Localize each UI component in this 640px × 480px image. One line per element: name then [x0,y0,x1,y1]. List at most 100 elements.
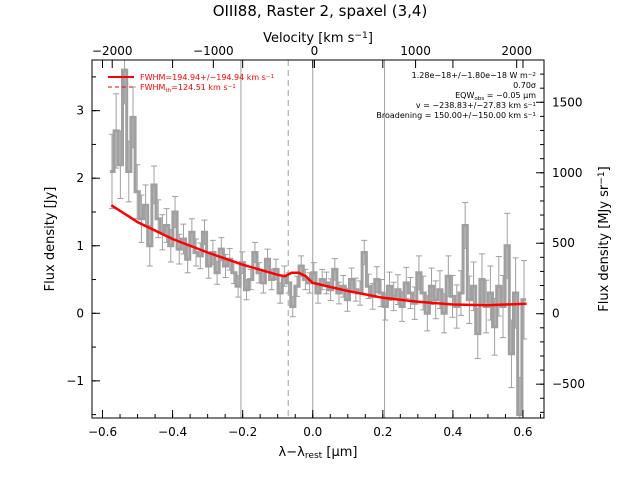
error-bar [117,130,124,199]
vertical-lines [240,60,386,418]
error-bar [193,238,200,267]
error-bar [272,258,279,281]
error-bar [336,281,343,305]
top-tick-label: −2000 [92,44,133,58]
legend-label: FWHM=194.94+/−194.94 km s−1 [140,73,275,82]
error-bar [457,270,464,316]
top-axis-label: Velocity [km s−1] [263,31,373,46]
error-bar [411,286,418,320]
y-axis-label: Flux density [Jy] [43,187,58,292]
x-tick-label: −0.4 [158,425,187,439]
error-bar [113,93,120,169]
error-bar [302,268,309,291]
error-bar [504,212,511,279]
right-tick-label: 500 [552,236,575,250]
error-bar [125,140,132,203]
error-bar [180,223,187,255]
error-bar [432,280,439,320]
error-bar [449,274,456,318]
error-bar [403,266,410,299]
error-bar [121,60,128,105]
top-tick-label: 2000 [501,44,532,58]
right-axis-label: Flux density [MJy sr−1] [597,166,612,312]
error-bar [151,165,158,205]
error-bar [373,266,380,293]
annotation-text: EQWobs = −0.05 μm [455,91,536,102]
error-bar [512,257,519,329]
error-bar [386,271,393,301]
legend: FWHM=194.94+/−194.94 km s−1FWHMth=124.51… [108,73,275,94]
annotation-text: v = −238.83+/−27.83 km s−1 [416,101,537,110]
axis-ticks: −0.6 −0.4 −0.2 0.0 0.2 0.4 0.6 −1 0 1 2 3 −2000 −1000… [66,44,585,439]
x-tick-label: −0.2 [228,425,257,439]
error-bar [441,293,448,334]
error-bar [445,255,452,297]
error-bar [352,277,359,302]
error-bar [167,229,174,263]
error-bar [491,297,498,356]
error-bar [487,265,494,321]
error-bar [172,195,179,229]
error-bar [407,277,414,310]
error-bar [508,319,515,389]
error-bar [327,278,334,301]
y-tick-label: 1 [76,239,84,253]
plot-frame [91,59,545,419]
right-tick-label: 0 [552,307,560,321]
y-tick-label: −1 [66,374,84,388]
x-tick-label: 0.2 [373,425,392,439]
top-tick-label: 0 [311,44,319,58]
x-axis-label: λ−λrest [μm] [279,445,358,461]
error-bar [331,258,338,281]
fit-series [110,204,527,307]
top-tick-label: −1000 [193,44,234,58]
error-bar [277,282,284,304]
y-tick-label: 3 [76,104,84,118]
error-bar [453,284,460,329]
error-bar [428,267,435,306]
error-bar [390,281,397,312]
chart-title: OIII88, Raster 2, spaxel (3,4) [213,2,428,20]
error-bar [470,261,477,312]
error-bar [201,219,208,245]
error-bar [516,376,523,418]
error-bar [108,133,115,210]
error-bar [260,272,267,294]
error-bar [235,274,242,298]
y-tick-label: 2 [76,171,84,185]
error-bar [209,239,216,266]
error-bar [176,233,183,265]
error-bar [159,214,166,251]
spectrum-line [109,68,527,417]
error-bar [495,256,502,317]
annotation-text: 0.70σ [513,81,536,90]
error-bar [462,202,469,249]
right-tick-label: 1000 [552,166,583,180]
error-bar [214,260,221,285]
axis-labels: λ−λrest [μm] Velocity [km s−1] Flux densit… [43,31,612,461]
x-tick-label: 0.0 [303,425,322,439]
error-bar [483,279,490,334]
y-tick-label: 0 [76,306,84,320]
annotation-text: Broadening = 150.00+/−150.00 km s−1 [376,111,536,120]
error-bar [399,291,406,322]
error-bar [243,279,250,301]
error-bar [466,275,473,324]
x-tick-label: 0.4 [443,425,462,439]
error-bar [500,274,507,339]
error-bar [247,268,254,291]
error-bar [197,242,204,270]
right-tick-label: 1500 [552,95,583,109]
annotation-text: 1.28e−18+/−1.80e−18 W m−2 [412,71,536,80]
error-bar [340,274,347,298]
error-bar [474,308,481,360]
error-bar [146,224,153,267]
legend-label: FWHMth=124.51 km s−1 [140,83,236,94]
error-bar [415,255,422,291]
error-bar [521,260,528,340]
top-tick-label: 1000 [400,44,431,58]
fit-line [110,204,527,307]
error-bar [138,194,145,243]
error-bar [239,251,246,274]
